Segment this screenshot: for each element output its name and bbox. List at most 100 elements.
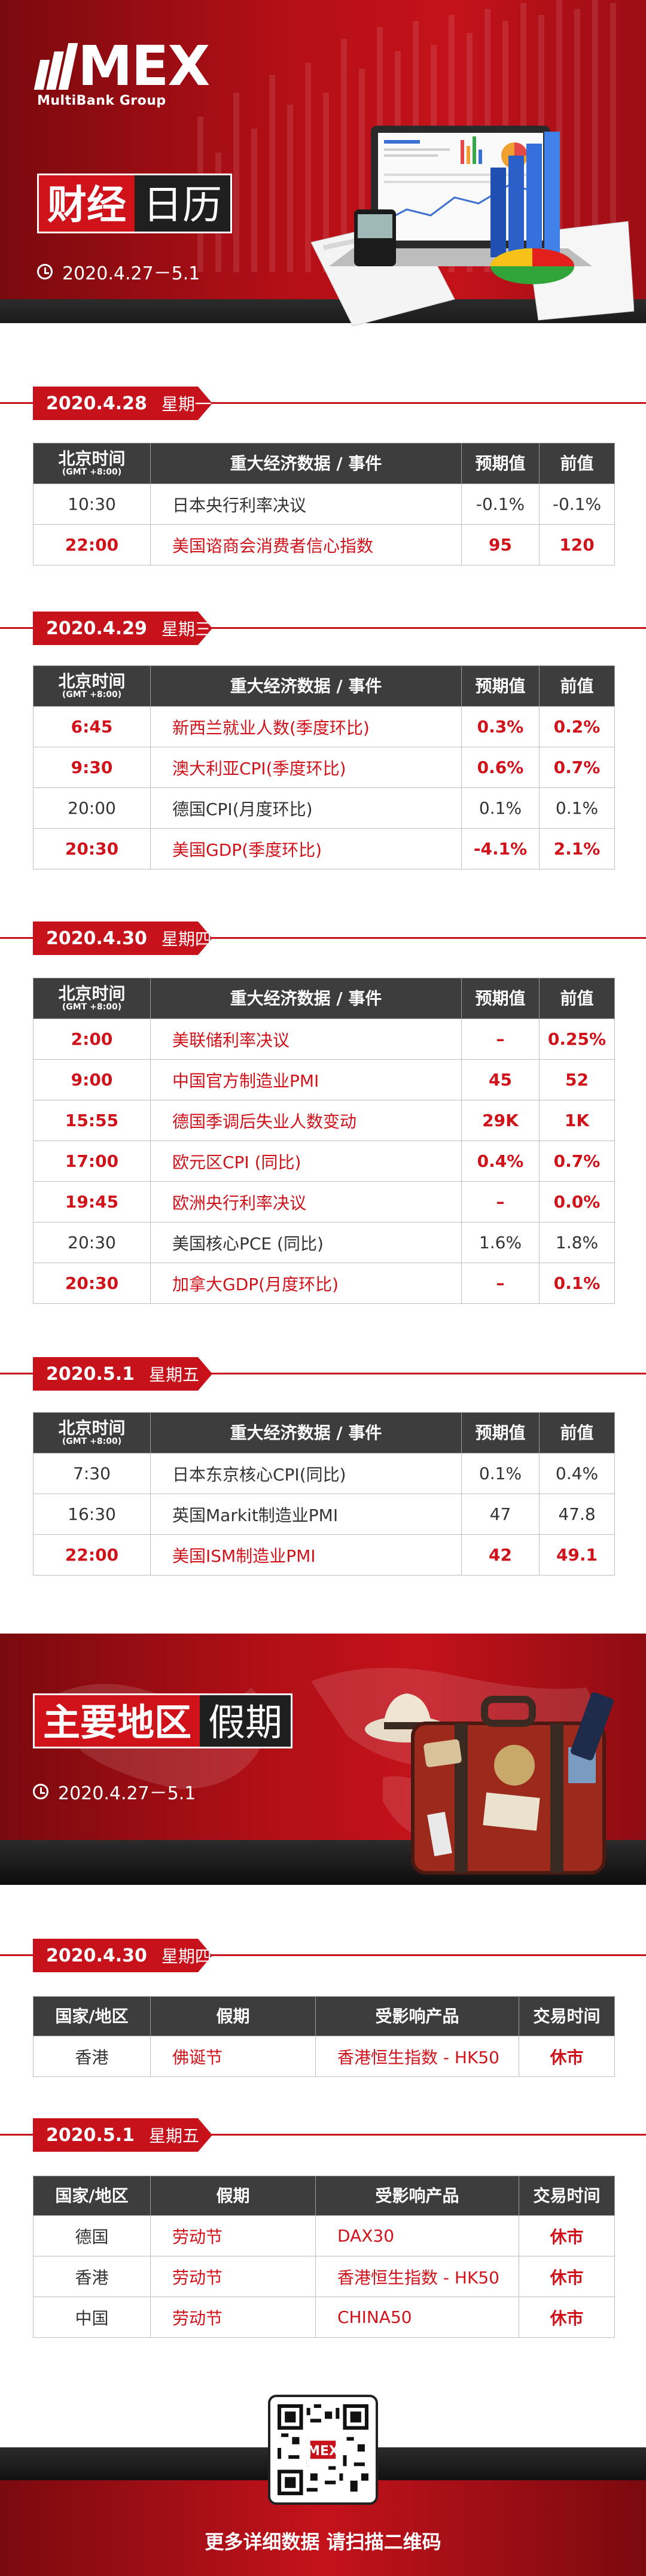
calendar-table-0501: 北京时间 (GMT +8:00) 重大经济数据 / 事件 预期值 前值 7:30 日… [33, 1412, 615, 1576]
col-event: 重大经济数据 / 事件 [150, 1412, 462, 1453]
table-cell: 加拿大GDP(月度环比) [150, 1263, 462, 1304]
holiday-tag-0501: 2020.5.1 星期五 [33, 2118, 212, 2152]
suitcase-illustration [365, 1692, 614, 1875]
calendar-table-0429: 北京时间 (GMT +8:00) 重大经济数据 / 事件 预期值 前值 6:45 新… [33, 665, 615, 869]
table-row: 20:30 美国核心PCE (同比) 1.6% 1.8% [33, 1222, 615, 1263]
table-cell: 47.8 [539, 1494, 615, 1535]
brand-logo: MEX MultiBank Group [33, 34, 210, 108]
day-tag-0430: 2020.4.30 星期四 [33, 921, 212, 955]
table-cell: 0.1% [539, 1263, 615, 1304]
day-tag-0429: 2020.4.29 星期三 [33, 612, 212, 645]
qr-code[interactable]: MEX [268, 2395, 378, 2505]
day-date: 2020.4.28 [46, 393, 147, 414]
section-rule [0, 1373, 646, 1374]
time-label: 北京时间 [58, 984, 126, 1004]
table-cell: 英国Markit制造业PMI [150, 1494, 462, 1535]
holiday-table-0430: 国家/地区 假期 受影响产品 交易时间 香港 佛诞节 香港恒生指数 - HK50 休市 [33, 1996, 615, 2077]
table-row: 2:00 美联储利率决议 –0.25% [33, 1018, 615, 1060]
day-tag-0501: 2020.5.1 星期五 [33, 1357, 212, 1391]
qr-logo-text: MEX [307, 2444, 339, 2459]
table-header-row: 北京时间 (GMT +8:00) 重大经济数据 / 事件 预期值 前值 [33, 443, 615, 484]
page-title: 财经 日历 [37, 174, 232, 233]
timezone-label: (GMT +8:00) [62, 467, 122, 477]
table-cell: 日本央行利率决议 [150, 483, 462, 525]
day-tag-0428: 2020.4.28 星期一 [33, 387, 212, 420]
time-label: 北京时间 [58, 671, 126, 692]
table-cell: 9:30 [33, 747, 151, 788]
col-time: 北京时间 (GMT +8:00) [33, 1412, 151, 1453]
table-cell: 劳动节 [150, 2297, 316, 2338]
table-cell: 休市 [519, 2215, 615, 2256]
clock-icon [37, 264, 53, 279]
table-cell: 45 [461, 1059, 540, 1100]
table-cell: – [461, 1018, 540, 1060]
day-weekday: 星期一 [161, 394, 212, 414]
title-part-b: 日历 [135, 174, 232, 233]
table-cell: 10:30 [33, 483, 151, 525]
table-cell: 20:30 [33, 1222, 151, 1263]
table-cell: 0.7% [539, 747, 615, 788]
table-cell: 0.7% [539, 1141, 615, 1182]
table-header-row: 北京时间 (GMT +8:00) 重大经济数据 / 事件 预期值 前值 [33, 978, 615, 1019]
table-cell: 6:45 [33, 706, 151, 747]
holiday-title-part-b: 假期 [200, 1693, 293, 1748]
table-cell: 香港恒生指数 - HK50 [315, 2256, 519, 2297]
table-cell: 0.2% [539, 706, 615, 747]
col-event: 重大经济数据 / 事件 [150, 443, 462, 484]
logo-bars-icon [33, 43, 78, 90]
table-row: 中国 劳动节 CHINA50 休市 [33, 2297, 615, 2338]
col-trading: 交易时间 [519, 1996, 615, 2036]
table-row: 香港 佛诞节 香港恒生指数 - HK50 休市 [33, 2036, 615, 2077]
table-cell: 22:00 [33, 524, 151, 565]
table-cell: 澳大利亚CPI(季度环比) [150, 747, 462, 788]
day-date: 2020.4.29 [46, 618, 147, 639]
col-event: 重大经济数据 / 事件 [150, 978, 462, 1019]
table-cell: 欧洲央行利率决议 [150, 1181, 462, 1222]
table-cell: 0.25% [539, 1018, 615, 1060]
col-holiday: 假期 [150, 2176, 316, 2216]
table-cell: 0.6% [461, 747, 540, 788]
table-cell: 香港 [33, 2036, 151, 2077]
day-date: 2020.5.1 [46, 1363, 135, 1385]
col-previous: 前值 [539, 1412, 615, 1453]
col-time: 北京时间 (GMT +8:00) [33, 443, 151, 484]
table-row: 17:00 欧元区CPI (同比) 0.4% 0.7% [33, 1141, 615, 1182]
table-row: 德国 劳动节 DAX30 休市 [33, 2215, 615, 2256]
banner-white-band [0, 323, 646, 344]
table-cell: 17:00 [33, 1141, 151, 1182]
col-event: 重大经济数据 / 事件 [150, 665, 462, 707]
table-cell: 20:30 [33, 828, 151, 869]
table-row: 22:00 美国谘商会消费者信心指数 95 120 [33, 524, 615, 565]
table-cell: 2:00 [33, 1018, 151, 1060]
day-weekday: 星期三 [161, 619, 212, 639]
table-row: 19:45 欧洲央行利率决议 –0.0% [33, 1181, 615, 1222]
table-cell: CHINA50 [315, 2297, 519, 2338]
table-header-row: 北京时间 (GMT +8:00) 重大经济数据 / 事件 预期值 前值 [33, 665, 615, 707]
table-cell: 美联储利率决议 [150, 1018, 462, 1060]
logo-text: MEX [78, 34, 210, 98]
table-cell: 美国ISM制造业PMI [150, 1534, 462, 1576]
title-part-a: 财经 [37, 174, 135, 233]
table-cell: 佛诞节 [150, 2036, 316, 2077]
table-cell: 香港 [33, 2256, 151, 2297]
col-product: 受影响产品 [315, 1996, 519, 2036]
table-cell: 1.8% [539, 1222, 615, 1263]
table-cell: 劳动节 [150, 2256, 316, 2297]
holiday-title-part-a: 主要地区 [33, 1693, 200, 1748]
header-date-range: 2020.4.27－5.1 [62, 263, 200, 284]
col-time: 北京时间 (GMT +8:00) [33, 978, 151, 1019]
table-cell: 0.0% [539, 1181, 615, 1222]
table-cell: 2.1% [539, 828, 615, 869]
holiday-date-range: 2020.4.27－5.1 [58, 1783, 196, 1804]
table-row: 22:00 美国ISM制造业PMI 42 49.1 [33, 1534, 615, 1576]
table-cell: 47 [461, 1494, 540, 1535]
table-row: 20:00 德国CPI(月度环比) 0.1% 0.1% [33, 787, 615, 829]
clock-icon [33, 1784, 48, 1799]
holiday-date: 2020.4.27－5.1 [33, 1778, 196, 1805]
table-cell: 52 [539, 1059, 615, 1100]
calendar-table-0428: 北京时间 (GMT +8:00) 重大经济数据 / 事件 预期值 前值 10:30… [33, 443, 615, 565]
timezone-label: (GMT +8:00) [62, 1436, 122, 1446]
table-cell: 1.6% [461, 1222, 540, 1263]
table-cell: -4.1% [461, 828, 540, 869]
table-cell: 休市 [519, 2297, 615, 2338]
